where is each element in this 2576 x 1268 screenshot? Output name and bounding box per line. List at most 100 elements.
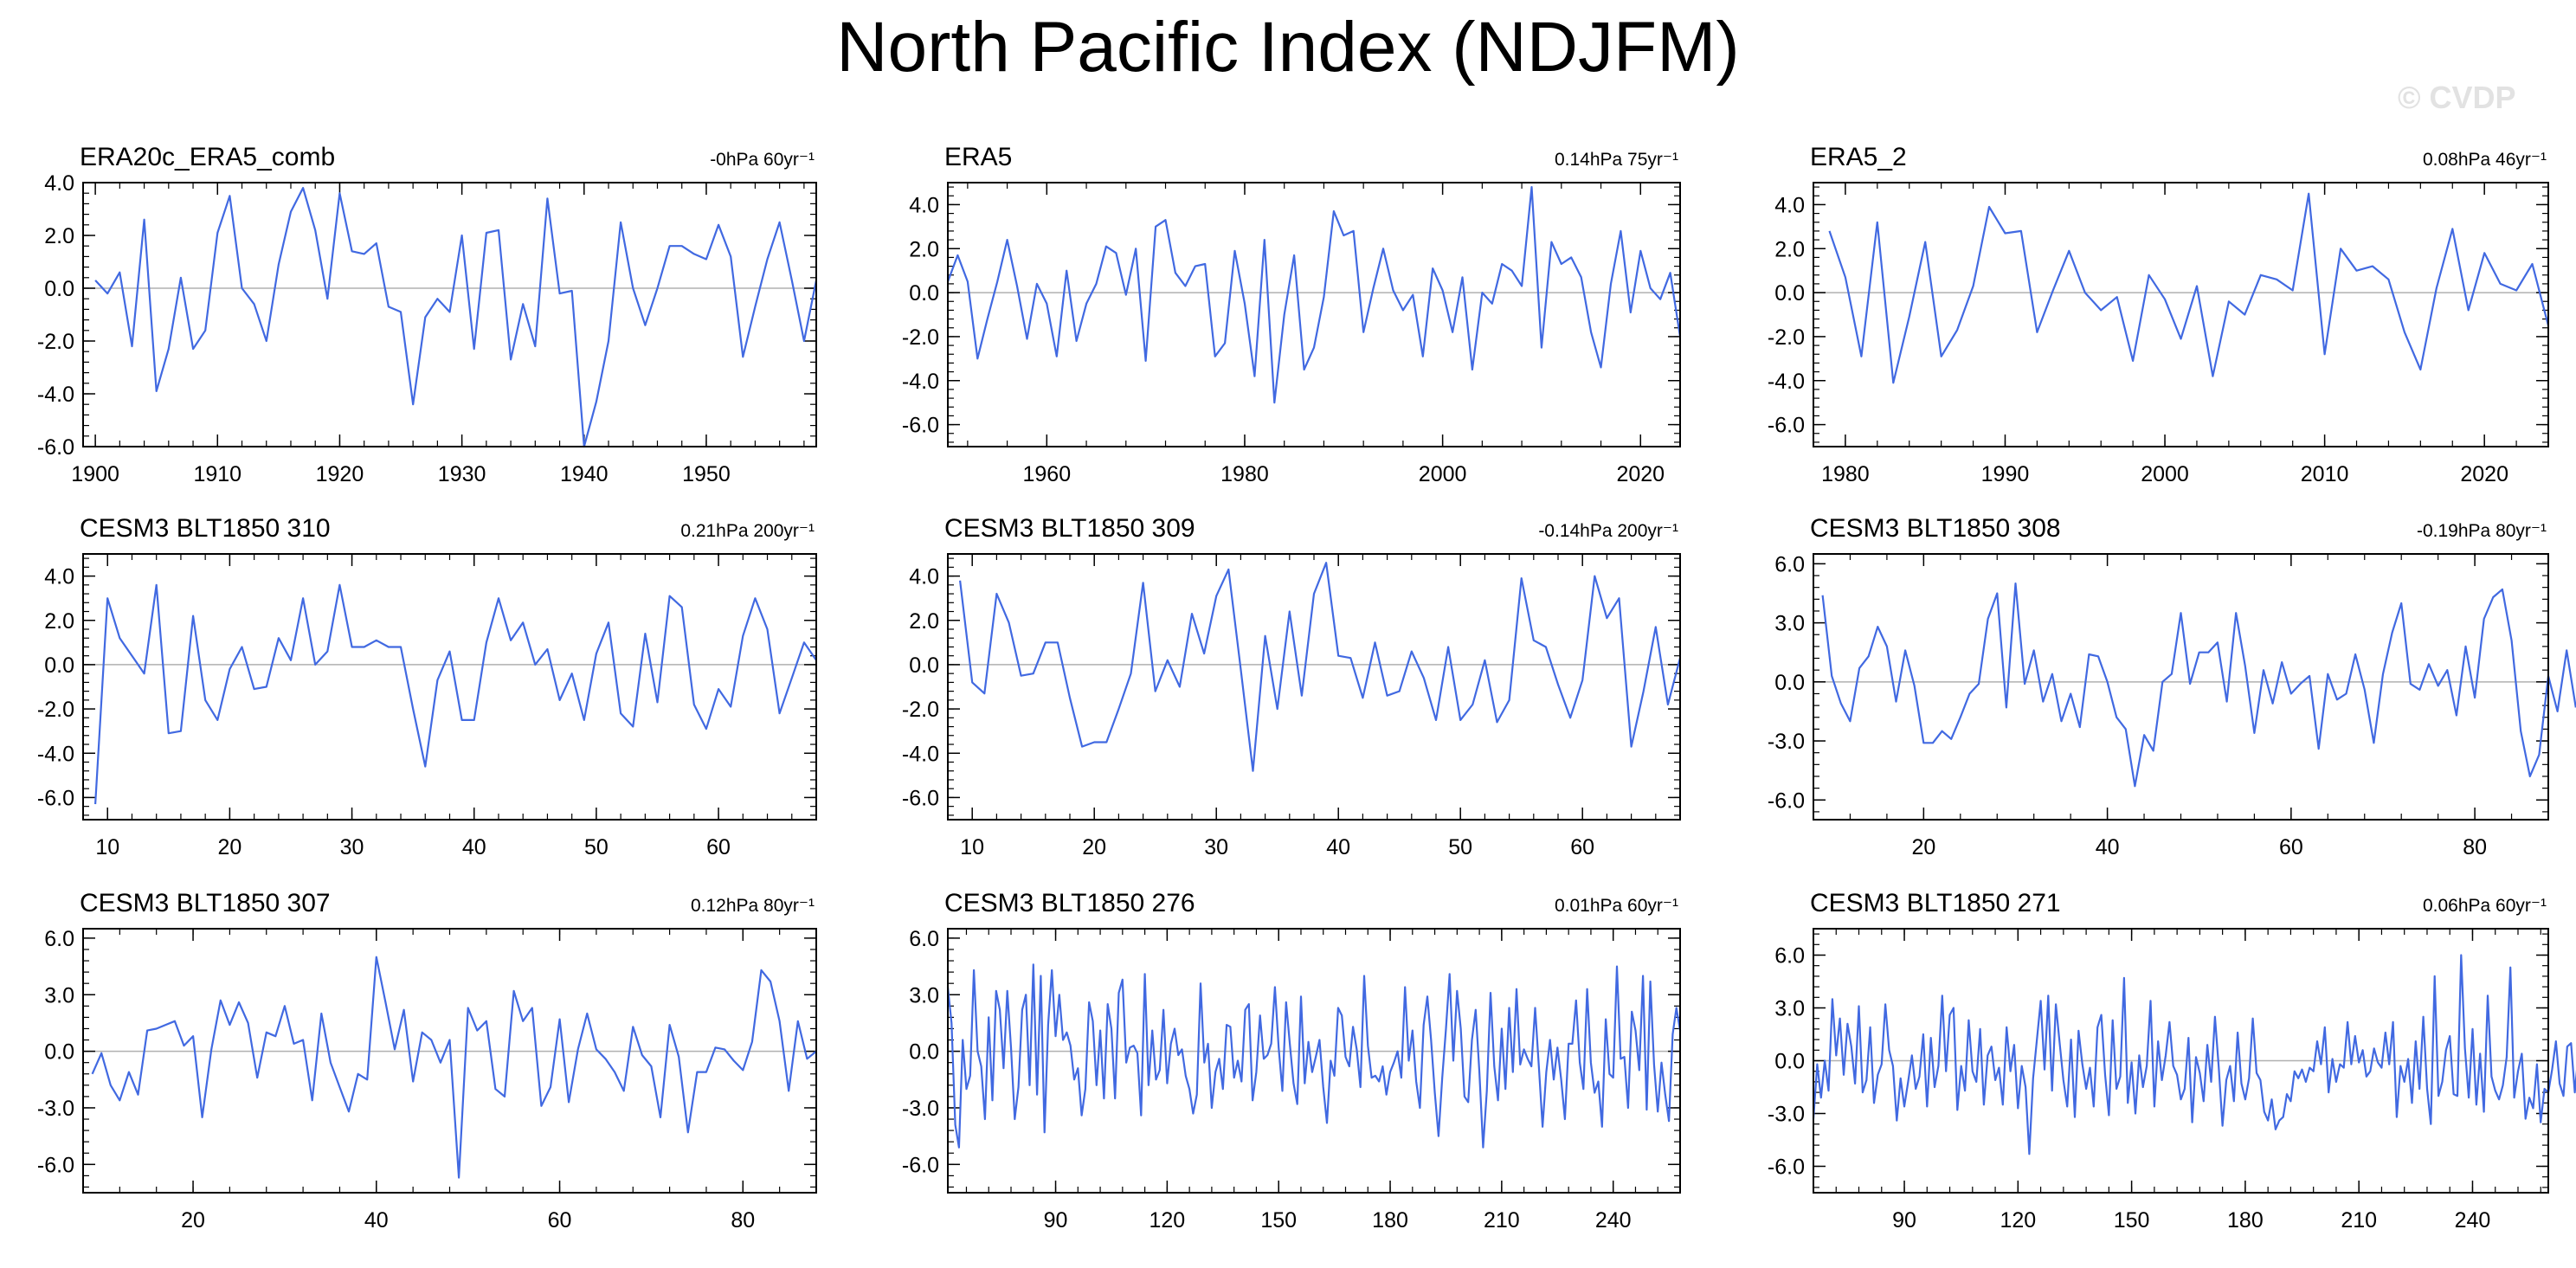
plot-frame: [82, 928, 817, 1194]
y-tick-label: 6.0: [1774, 552, 1805, 576]
panel-trend-label: 0.08hPa 46yr⁻¹: [2423, 150, 2547, 170]
x-tick-label: 60: [548, 1208, 572, 1233]
panel-trend-label: 0.01hPa 60yr⁻¹: [1555, 896, 1678, 916]
plot-frame: [947, 928, 1681, 1194]
x-tick-label: 1990: [1981, 462, 2030, 486]
x-tick-label: 80: [2463, 835, 2487, 859]
plot-frame: [82, 182, 817, 447]
y-tick-label: 3.0: [44, 983, 74, 1007]
y-tick-label: 0.0: [1774, 1050, 1805, 1074]
series-line: [91, 956, 817, 1179]
x-tick-label: 40: [1326, 835, 1350, 859]
x-tick-label: 150: [1260, 1208, 1297, 1233]
y-tick-label: 2.0: [909, 609, 939, 634]
x-tick-label: 2000: [1419, 462, 1467, 486]
series-line: [1828, 192, 2550, 384]
y-tick-label: -2.0: [902, 325, 939, 350]
y-tick-label: 4.0: [1774, 193, 1805, 217]
y-tick-label: -6.0: [902, 1153, 939, 1177]
x-tick-label: 40: [364, 1208, 389, 1233]
y-tick-label: -4.0: [37, 383, 74, 407]
y-tick-label: 0.0: [1774, 671, 1805, 695]
y-tick-label: 0.0: [909, 1040, 939, 1065]
y-tick-label: -6.0: [902, 414, 939, 438]
x-tick-label: 2020: [1616, 462, 1665, 486]
x-tick-label: 1980: [1821, 462, 1870, 486]
plot-frame: [82, 553, 817, 821]
y-tick-label: -4.0: [1768, 370, 1805, 394]
panel-trend-label: -0.14hPa 200yr⁻¹: [1538, 521, 1678, 541]
series-line: [946, 186, 1682, 404]
main-title: North Pacific Index (NDJFM): [836, 8, 1740, 87]
x-tick-label: 50: [584, 835, 609, 859]
chart-panel-3: ERA5_2 0.08hPa 46yr⁻¹ -6.0 -4.0 -2.0 0.0 2.0 4.…: [1768, 143, 2550, 486]
plot-frame: [947, 553, 1681, 821]
chart-panel-1: ERA20c_ERA5_comb -0hPa 60yr⁻¹ -6.0 -4.0 -2.0…: [37, 143, 818, 486]
y-tick-label: 2.0: [44, 609, 74, 634]
x-tick-label: 20: [181, 1208, 205, 1233]
panel-title: CESM3 BLT1850 310: [80, 514, 331, 543]
y-tick-label: 4.0: [44, 565, 74, 589]
plot-frame: [947, 182, 1681, 447]
x-tick-label: 2010: [2301, 462, 2349, 486]
y-tick-label: 0.0: [909, 281, 939, 306]
y-tick-label: 2.0: [909, 237, 939, 261]
y-tick-label: 0.0: [44, 277, 74, 301]
y-tick-label: 6.0: [909, 927, 939, 951]
y-tick-label: -6.0: [1768, 414, 1805, 438]
x-tick-label: 2000: [2141, 462, 2189, 486]
y-tick-label: 2.0: [1774, 237, 1805, 261]
panel-title: CESM3 BLT1850 276: [944, 889, 1195, 917]
panel-trend-label: 0.14hPa 75yr⁻¹: [1555, 150, 1678, 170]
panels: ERA20c_ERA5_comb -0hPa 60yr⁻¹ -6.0 -4.0 -2.0…: [37, 143, 2576, 1233]
x-tick-label: 240: [2455, 1208, 2491, 1233]
x-tick-label: 60: [1570, 835, 1594, 859]
x-tick-label: 10: [95, 835, 119, 859]
panel-title: CESM3 BLT1850 308: [1810, 514, 2061, 543]
chart-panel-9: CESM3 BLT1850 271 0.06hPa 60yr⁻¹ -6.0 -3.0 0…: [1768, 889, 2576, 1233]
y-tick-label: -2.0: [1768, 325, 1805, 350]
panel-title: ERA5: [944, 143, 1012, 171]
panel-trend-label: 0.21hPa 200yr⁻¹: [680, 521, 815, 541]
series-line: [946, 963, 1682, 1149]
chart-panel-2: ERA5 0.14hPa 75yr⁻¹ -6.0 -4.0 -2.0 0.0 2.0 4.0 1…: [902, 143, 1682, 486]
x-tick-label: 180: [2227, 1208, 2264, 1233]
plot-frame: [1813, 182, 2549, 447]
x-tick-label: 40: [2096, 835, 2120, 859]
plot-frame: [1813, 553, 2549, 821]
y-tick-label: -6.0: [1768, 1155, 1805, 1180]
y-tick-label: -4.0: [902, 370, 939, 394]
y-tick-label: 0.0: [909, 653, 939, 678]
x-tick-label: 2020: [2460, 462, 2508, 486]
y-tick-label: -6.0: [1768, 788, 1805, 813]
y-tick-label: 2.0: [44, 224, 74, 248]
series-line: [94, 187, 818, 448]
x-tick-label: 1940: [560, 462, 609, 486]
y-tick-label: 3.0: [1774, 997, 1805, 1021]
panel-title: ERA20c_ERA5_comb: [80, 143, 335, 171]
chart-panel-8: CESM3 BLT1850 276 0.01hPa 60yr⁻¹ -6.0 -3.0 0…: [902, 889, 1682, 1233]
x-tick-label: 10: [960, 835, 984, 859]
panel-title: CESM3 BLT1850 309: [944, 514, 1195, 543]
y-tick-label: -4.0: [37, 742, 74, 766]
x-tick-label: 120: [1150, 1208, 1186, 1233]
x-tick-label: 150: [2114, 1208, 2150, 1233]
chart-panel-7: CESM3 BLT1850 307 0.12hPa 80yr⁻¹ -6.0 -3.0 0…: [37, 889, 817, 1233]
panel-title: ERA5_2: [1810, 143, 1907, 171]
x-tick-label: 1960: [1023, 462, 1072, 486]
x-tick-label: 20: [1911, 835, 1935, 859]
y-tick-label: 0.0: [44, 653, 74, 678]
y-tick-label: -3.0: [1768, 1103, 1805, 1127]
x-tick-label: 60: [2279, 835, 2303, 859]
y-tick-label: -6.0: [37, 435, 74, 460]
chart-panel-6: CESM3 BLT1850 308 -0.19hPa 80yr⁻¹ -6.0 -3.0…: [1768, 514, 2576, 859]
x-tick-label: 1950: [682, 462, 731, 486]
series-line: [1821, 582, 2576, 788]
series-line: [959, 562, 1682, 772]
x-tick-label: 90: [1892, 1208, 1916, 1233]
series-line: [94, 583, 817, 805]
y-tick-label: 4.0: [909, 565, 939, 589]
x-tick-label: 180: [1372, 1208, 1408, 1233]
y-tick-label: 3.0: [1774, 612, 1805, 636]
